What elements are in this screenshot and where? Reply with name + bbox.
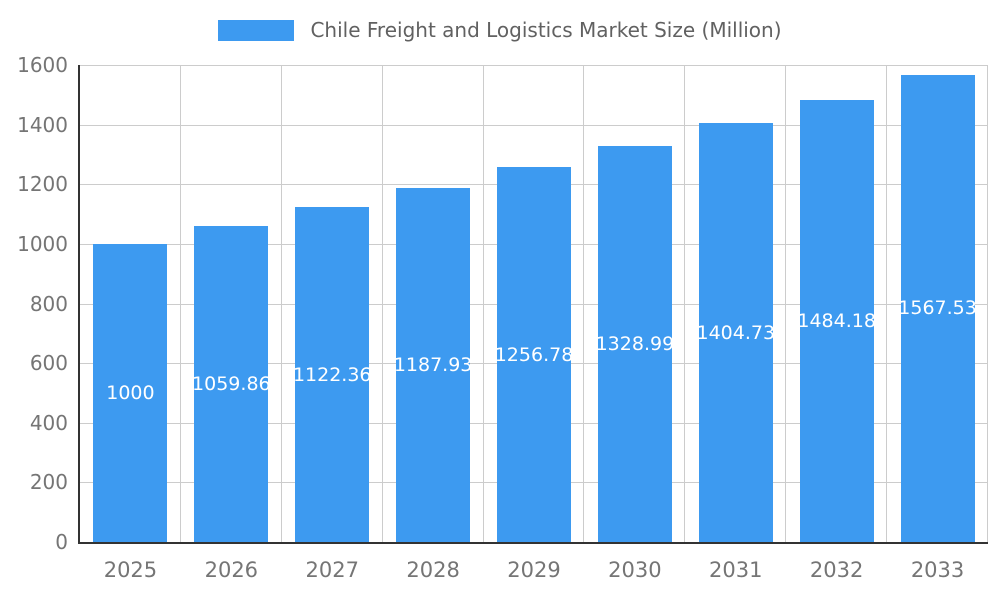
x-axis-tick-label: 2033 [910,558,965,582]
y-axis-tick-label: 0 [55,530,68,554]
bar-2031[interactable]: 1404.73 [696,123,776,542]
bar-2029[interactable]: 1256.78 [494,167,574,542]
bar-value-label: 1187.93 [393,353,473,376]
bar-value-label: 1404.73 [696,321,776,344]
horizontal-gridline [80,124,988,126]
y-axis-tick-label: 600 [29,351,68,376]
bar-2025[interactable]: 1000 [93,243,168,542]
vertical-gridline [785,65,787,542]
vertical-gridline [886,65,888,542]
vertical-gridline [987,65,988,542]
chart-title: Chile Freight and Logistics Market Size … [310,18,782,42]
vertical-gridline [583,65,585,542]
x-axis-tick-label: 2029 [507,558,561,582]
x-axis-tick-label: 2031 [709,558,763,582]
y-axis-tick-label: 1000 [17,231,68,256]
y-axis-tick-label: 1400 [17,112,68,137]
bar-2033[interactable]: 1567.53 [898,74,977,542]
bar-value-label: 1567.53 [898,297,977,320]
chart-legend[interactable]: Chile Freight and Logistics Market Size … [0,18,1000,42]
bar-value-label: 1256.78 [494,343,574,366]
x-axis-tick-label: 2026 [204,558,259,582]
y-axis-tick-label: 1600 [17,53,68,77]
vertical-gridline [684,65,686,542]
bar-value-label: 1000 [106,381,155,404]
x-axis-tick-label: 2025 [103,558,158,582]
bar-2027[interactable]: 1122.36 [292,207,372,542]
bar-2028[interactable]: 1187.93 [393,187,473,542]
bar-2032[interactable]: 1484.18 [797,99,876,542]
plot-area: 0 200 400 600 800 1000 1200 1400 1600 1000 2025 105… [17,53,988,582]
bar-value-label: 1059.86 [192,373,271,396]
bar-value-label: 1484.18 [797,309,876,332]
x-axis-tick-label: 2028 [406,558,460,582]
bar-2030[interactable]: 1328.99 [595,145,675,542]
bar-value-label: 1122.36 [292,363,372,386]
x-axis-tick-label: 2030 [608,558,662,582]
x-axis-tick-label: 2027 [305,558,359,582]
y-axis-tick-label: 200 [29,470,68,495]
vertical-gridline [482,65,484,542]
bar-value-label: 1328.99 [595,332,675,355]
legend-swatch [218,19,295,41]
y-axis-tick-label: 1200 [17,172,68,197]
vertical-gridline [280,65,282,542]
vertical-gridline [381,65,383,542]
y-axis-tick-label: 400 [29,410,68,435]
horizontal-gridline [80,65,988,66]
vertical-gridline [179,65,181,542]
bar-2026[interactable]: 1059.86 [192,226,271,542]
y-axis-tick-label: 800 [29,291,68,316]
x-axis-tick-label: 2032 [809,558,864,582]
